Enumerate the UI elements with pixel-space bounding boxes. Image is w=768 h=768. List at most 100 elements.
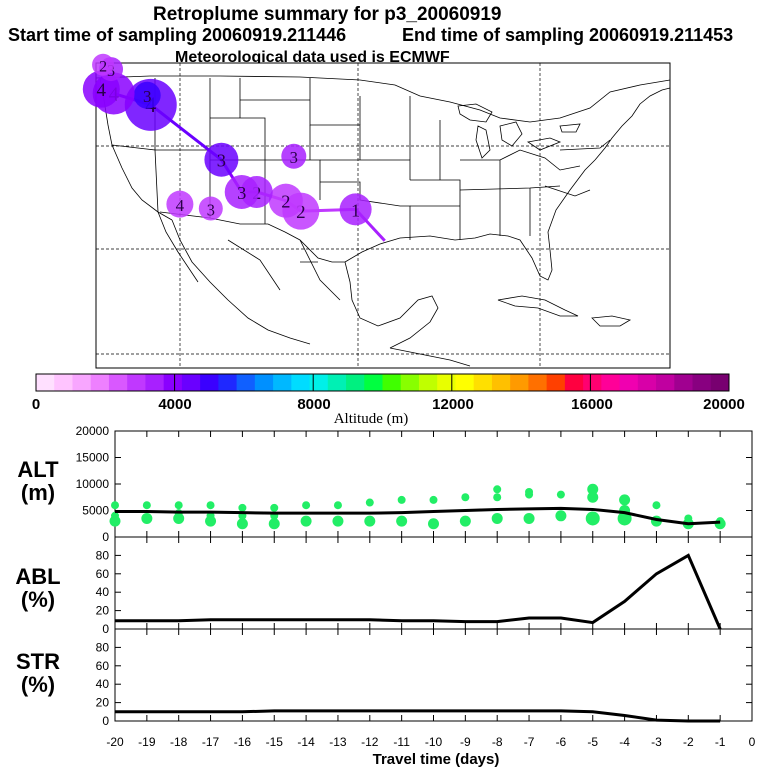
mean-altitude-line xyxy=(115,506,721,526)
colorbar-swatch xyxy=(346,374,365,391)
colorbar-swatch xyxy=(54,374,73,391)
colorbar-swatch xyxy=(473,374,493,391)
x-tick-label: -2 xyxy=(683,735,694,749)
y-tick-label: 60 xyxy=(96,659,110,673)
str-panel-label: STR xyxy=(16,649,60,674)
y-tick-label: 60 xyxy=(96,567,110,581)
x-tick-label: -19 xyxy=(138,735,156,749)
colorbar-swatch xyxy=(601,374,621,391)
y-tick-label: 10000 xyxy=(76,477,110,491)
altitude-scatter-point xyxy=(428,518,439,530)
altitude-scatter-point xyxy=(206,511,215,520)
plume-cluster xyxy=(281,143,307,169)
altitude-scatter-point xyxy=(302,501,311,510)
colorbar-swatch xyxy=(400,374,420,391)
y-tick-label: 20 xyxy=(96,604,110,618)
x-tick-label: -7 xyxy=(524,735,535,749)
x-tick-label: -5 xyxy=(587,735,598,749)
colorbar-swatch xyxy=(108,374,128,391)
plume-day-number: 3 xyxy=(207,201,215,220)
x-tick-label: -16 xyxy=(234,735,252,749)
y-tick-label: 0 xyxy=(102,530,109,544)
colorbar-swatch xyxy=(327,374,347,391)
plume-cluster xyxy=(204,142,239,177)
altitude-scatter-point xyxy=(684,514,693,523)
colorbar-frame xyxy=(35,373,730,392)
plume-cluster xyxy=(133,81,161,109)
colorbar-swatch xyxy=(619,374,639,391)
plume-trajectory: 122233334434432 xyxy=(82,53,386,242)
x-tick-label: -1 xyxy=(715,735,726,749)
altitude-colorbar xyxy=(35,373,730,392)
altitude-scatter-point xyxy=(174,501,183,510)
altitude-scatter-point xyxy=(333,501,342,510)
colorbar-swatch xyxy=(656,374,675,391)
y-tick-label: 80 xyxy=(96,548,110,562)
colorbar-swatch xyxy=(127,374,146,391)
plume-cluster xyxy=(92,53,115,76)
x-axis-label: Travel time (days) xyxy=(373,751,500,768)
altitude-scatter-point xyxy=(396,515,408,527)
altitude-scatter-point xyxy=(556,490,565,499)
colorbar-swatch xyxy=(382,374,402,391)
met-data-label: Meteorological data used is ECMWF xyxy=(175,49,450,66)
altitude-scatter-point xyxy=(587,483,599,495)
x-tick-label: -11 xyxy=(393,735,410,749)
colorbar-swatch xyxy=(200,374,219,391)
x-tick-label: -14 xyxy=(297,735,315,749)
y-tick-label: 20000 xyxy=(76,424,110,438)
altitude-scatter-point xyxy=(493,493,502,502)
panel-frame xyxy=(114,628,753,722)
altitude-scatter-point xyxy=(365,498,374,507)
altitude-scatter-point xyxy=(270,503,279,512)
alt-panel-unit: (m) xyxy=(21,480,55,505)
altitude-scatter-point xyxy=(459,515,471,527)
x-tick-label: -20 xyxy=(106,735,124,749)
y-tick-label: 15000 xyxy=(76,451,110,465)
altitude-scatter-point xyxy=(142,501,151,510)
altitude-scatter-point xyxy=(268,518,280,530)
altitude-scatter-point xyxy=(493,485,502,494)
trajectory-map: 122233334434432 xyxy=(82,53,671,369)
colorbar-tick-4000: 4000 xyxy=(158,396,191,413)
colorbar-swatch xyxy=(692,374,712,391)
colorbar-tick-8000: 8000 xyxy=(297,396,330,413)
x-tick-label: -4 xyxy=(619,735,630,749)
colorbar-swatch xyxy=(564,374,584,391)
x-tick-label: 0 xyxy=(749,735,756,749)
altitude-scatter-point xyxy=(364,515,376,527)
altitude-scatter-point xyxy=(491,512,503,524)
altitude-scatter-point xyxy=(141,512,153,524)
y-tick-label: 80 xyxy=(96,640,110,654)
colorbar-swatch xyxy=(437,374,456,391)
altitude-scatter-point xyxy=(111,511,119,520)
x-tick-label: -17 xyxy=(202,735,220,749)
end-time-label: End time of sampling 20060919.211453 xyxy=(402,25,733,45)
y-tick-label: 20 xyxy=(96,696,110,710)
x-tick-label: -15 xyxy=(266,735,284,749)
plume-cluster xyxy=(224,174,259,209)
x-tick-label: -12 xyxy=(361,735,379,749)
plume-day-number: 1 xyxy=(351,200,360,220)
plume-day-number: 3 xyxy=(217,151,226,171)
altitude-scatter-point xyxy=(429,495,438,504)
plume-cluster xyxy=(268,183,303,218)
abl-panel-label: ABL xyxy=(15,564,60,589)
altitude-scatter-point xyxy=(461,493,470,502)
colorbar-tick-12000: 12000 xyxy=(432,396,474,413)
altitude-scatter-point xyxy=(585,511,600,526)
altitude-scatter-point xyxy=(523,512,535,524)
altitude-scatter-point xyxy=(555,510,567,522)
x-tick-label: -13 xyxy=(329,735,347,749)
colorbar-label: Altitude (m) xyxy=(334,411,409,427)
colorbar-swatch xyxy=(528,374,548,391)
colorbar-swatch xyxy=(637,374,657,391)
plume-cluster xyxy=(166,190,194,218)
colorbar-swatch xyxy=(291,374,311,391)
x-tick-label: -3 xyxy=(651,735,662,749)
plume-cluster xyxy=(339,193,372,226)
abl-panel-unit: (%) xyxy=(21,587,55,612)
plume-day-number: 2 xyxy=(99,59,107,76)
panel-str: 0 20 40 60 80 xyxy=(96,628,753,728)
